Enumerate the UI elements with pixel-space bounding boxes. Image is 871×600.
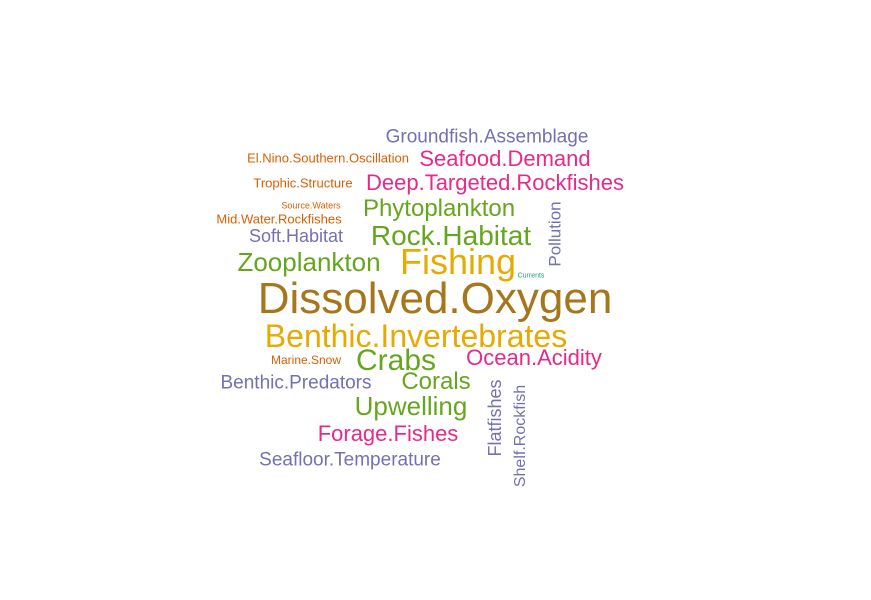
word-forage-fishes: Forage.Fishes (317, 421, 459, 446)
word-soft-habitat: Soft.Habitat (248, 226, 344, 246)
word-deep-targeted-rockfishes: Deep.Targeted.Rockfishes (365, 170, 625, 195)
word-rock-habitat: Rock.Habitat (370, 220, 532, 251)
word-seafloor-temperature: Seafloor.Temperature (259, 449, 441, 471)
word-pollution: Pollution (545, 201, 565, 267)
word-benthic-invertebrates: Benthic.Invertebrates (264, 318, 568, 354)
word-zooplankton: Zooplankton (237, 247, 381, 277)
word-upwelling: Upwelling (354, 391, 468, 421)
word-shelf-rockfish: Shelf.Rockfish (512, 384, 529, 488)
word-el-nino-southern-oscillation: El.Nino.Southern.Oscillation (247, 150, 409, 166)
word-seafood-demand: Seafood.Demand (419, 146, 591, 171)
word-phytoplankton: Phytoplankton (362, 195, 516, 222)
word-flatfishes: Flatfishes (485, 379, 505, 457)
word-crabs: Crabs (355, 344, 437, 377)
word-source-waters: Source.Waters (281, 200, 341, 211)
word-benthic-predators: Benthic.Predators (220, 372, 372, 394)
word-ocean-acidity: Ocean.Acidity (466, 345, 602, 370)
word-fishing: Fishing (399, 241, 517, 282)
word-mid-water-rockfishes: Mid.Water.Rockfishes (216, 211, 342, 227)
word-trophic-structure: Trophic.Structure (253, 175, 353, 191)
word-groundfish-assemblage: Groundfish.Assemblage (385, 126, 589, 148)
word-corals: Corals (401, 368, 471, 395)
word-dissolved-oxygen: Dissolved.Oxygen (257, 274, 613, 323)
word-marine-snow: Marine.Snow (270, 353, 342, 367)
word-currents: Currents (517, 272, 545, 280)
